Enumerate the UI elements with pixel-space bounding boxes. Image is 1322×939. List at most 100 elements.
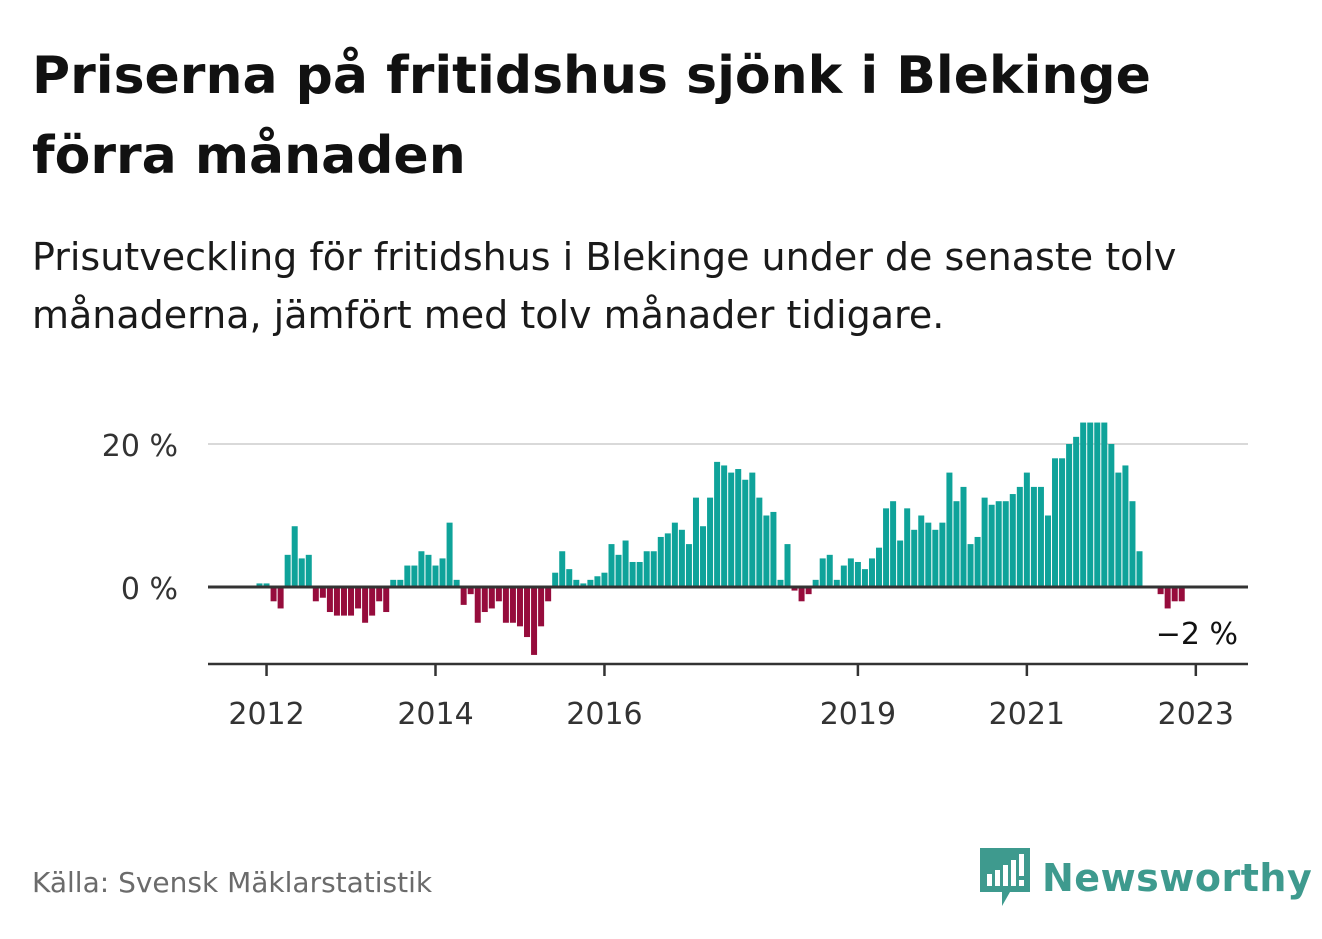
bar [587,579,594,587]
x-tick-label: 2014 [397,697,473,732]
bar [298,558,305,587]
bar-series [256,422,1185,655]
brand[interactable]: Newsworthy [980,848,1312,908]
bar [573,579,580,587]
bar [981,497,988,588]
bar [326,587,333,613]
brand-name: Newsworthy [1042,856,1313,900]
bar [1059,458,1066,587]
bar [277,587,284,609]
bar [967,544,974,587]
bar [840,565,847,587]
bar [1023,472,1030,587]
axes [208,585,1248,676]
bar [418,551,425,587]
bar [1044,515,1051,587]
bar [791,587,798,591]
bar [692,497,699,588]
bar [411,565,418,587]
bar [876,547,883,587]
bar [355,587,362,609]
bar [1080,422,1087,587]
bar [545,587,552,602]
bar [319,587,326,598]
newsworthy-logo-icon [980,848,1030,906]
bar [432,565,439,587]
bar [721,465,728,587]
bar [742,479,749,587]
bar [1178,587,1185,602]
y-tick-label: 0 % [121,572,178,607]
bar [594,576,601,587]
bar [974,536,981,587]
bar [376,587,383,602]
bar [883,508,890,587]
x-tick-label: 2019 [820,697,896,732]
bar [819,558,826,587]
bar [1073,436,1080,587]
bar [524,587,531,638]
bar [685,544,692,587]
bar [284,554,291,588]
x-tick-label: 2016 [566,697,642,732]
bar [439,558,446,587]
bar [552,572,559,587]
bar [1087,422,1094,587]
bar [263,583,270,587]
bar [1002,501,1009,587]
bar [531,587,538,655]
bar [805,587,812,595]
bar [1009,494,1016,587]
bar [1108,444,1115,587]
bar [460,587,467,605]
bar [369,587,376,616]
bar [897,540,904,587]
bar [488,587,495,609]
axis-labels: 0 % 20 % 2012 2014 2016 2019 2021 2023 −2 % [102,429,1238,732]
bar [559,551,566,587]
bar [502,587,509,623]
bar [953,501,960,587]
bar [904,508,911,587]
x-tick-label: 2012 [228,697,304,732]
bar [481,587,488,613]
bar [700,526,707,588]
chart-subtitle: Prisutveckling för fritidshus i Blekinge… [32,235,1177,337]
bar [728,472,735,587]
bar [1157,587,1164,595]
bar [446,522,453,587]
x-tick-label: 2021 [989,697,1065,732]
bar [784,544,791,587]
bar [474,587,481,623]
bar [566,569,573,588]
bar [735,469,742,587]
bar [671,522,678,587]
bar [988,504,995,587]
bar [911,529,918,587]
bar [509,587,516,623]
bar [340,587,347,616]
bar [348,587,355,616]
bar [622,540,629,587]
bar [643,551,650,587]
bar [1066,444,1073,587]
bar [1016,486,1023,587]
bar [636,561,643,588]
bar [918,515,925,587]
bar [925,522,932,587]
bar [516,587,523,627]
bar [1164,587,1171,609]
bar [1129,501,1136,587]
bar [1122,465,1129,587]
bar [833,579,840,587]
bar [650,551,657,587]
bar [383,587,390,613]
bar [946,472,953,587]
last-value-label: −2 % [1156,617,1238,652]
bar [812,579,819,587]
x-tick-label: 2023 [1158,697,1234,732]
bar [1101,422,1108,587]
bar [270,587,277,602]
bar [714,461,721,588]
